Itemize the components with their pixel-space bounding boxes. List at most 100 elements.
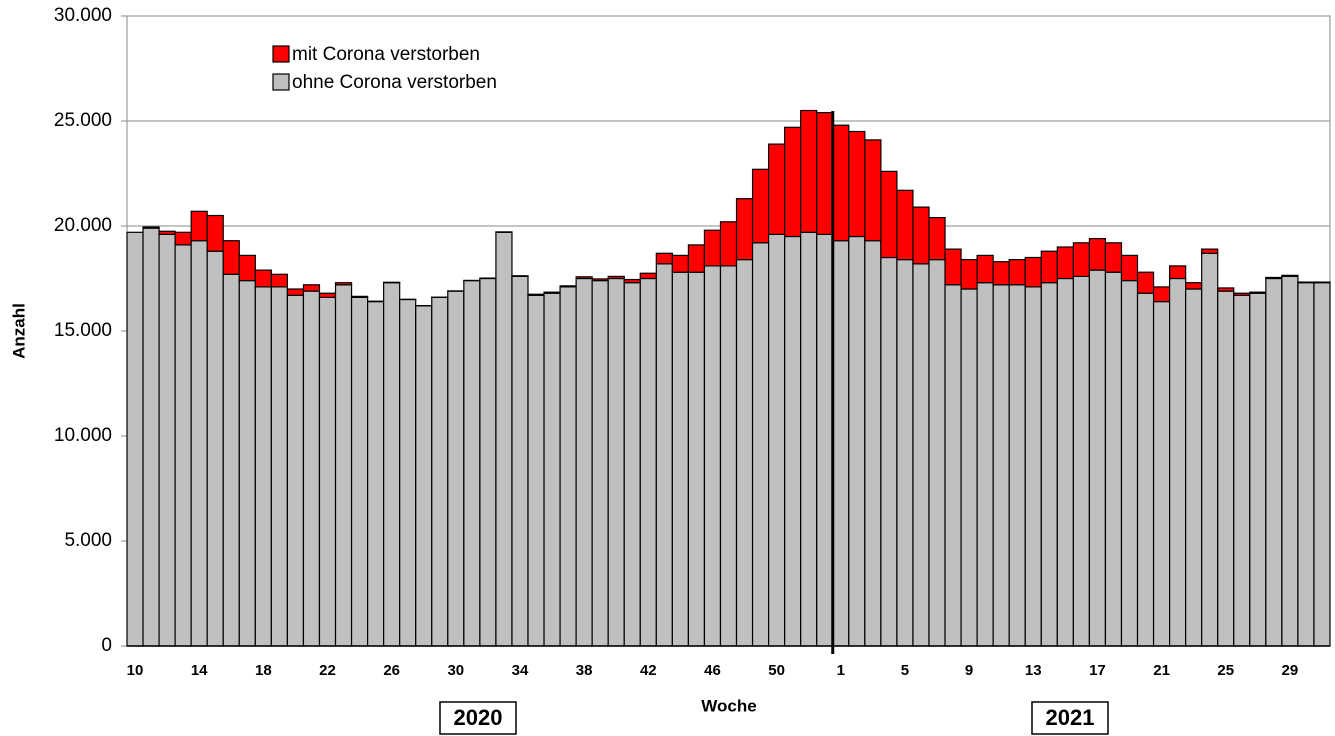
bar: [1056, 246, 1074, 280]
year-box: [1031, 701, 1109, 735]
bar: [976, 254, 994, 284]
bar: [832, 124, 850, 242]
bar: [1088, 269, 1107, 647]
bar: [1249, 292, 1267, 647]
bar: [1024, 256, 1042, 288]
y-axis-label: Anzahl: [9, 303, 28, 359]
x-tick-label: 29: [1282, 662, 1299, 679]
y-tick-label: 25.000: [54, 110, 112, 131]
bar: [575, 277, 593, 647]
bar: [864, 139, 882, 242]
y-tick-label: 15.000: [54, 320, 112, 341]
bar: [639, 277, 657, 647]
bar: [912, 206, 930, 265]
bar: [816, 233, 834, 647]
bar: [511, 275, 529, 277]
bar: [928, 259, 946, 647]
bar: [848, 130, 866, 238]
bar: [703, 229, 722, 267]
bar: [976, 282, 994, 647]
bar: [1152, 286, 1171, 303]
bar: [1201, 248, 1219, 254]
bar: [607, 277, 625, 647]
x-tick-label: 46: [704, 662, 721, 679]
x-tick-label: 22: [319, 662, 336, 679]
bar: [575, 276, 593, 280]
bar: [286, 294, 305, 647]
legend-label: ohne Corona verstorben: [292, 72, 497, 93]
bar: [687, 244, 706, 273]
x-tick-label: 25: [1217, 662, 1234, 679]
bar: [719, 221, 738, 267]
bar: [238, 280, 256, 647]
bar: [607, 275, 625, 280]
bar: [816, 111, 834, 236]
bar: [1297, 281, 1315, 284]
x-axis-label: Woche: [701, 696, 756, 715]
bar: [190, 240, 208, 647]
bar: [1120, 254, 1139, 282]
bar: [1265, 277, 1283, 647]
bar: [1104, 271, 1123, 647]
bar: [591, 278, 609, 282]
bar: [767, 143, 786, 236]
bar: [880, 256, 898, 647]
bar: [1201, 252, 1219, 647]
bar: [318, 292, 337, 299]
bar: [559, 286, 577, 647]
x-tick-label: 1: [837, 662, 845, 679]
bar: [784, 235, 802, 647]
bar: [639, 272, 657, 280]
bar: [1104, 242, 1123, 273]
bar: [174, 231, 192, 246]
year-label: 2021: [1046, 705, 1095, 730]
bar: [767, 233, 786, 647]
bar: [1040, 250, 1058, 284]
x-tick-label: 50: [768, 662, 785, 679]
bar: [1233, 294, 1251, 647]
x-tick-label: 30: [447, 662, 464, 679]
bar: [399, 298, 417, 647]
bar: [142, 227, 160, 647]
bar: [142, 226, 160, 229]
bar: [655, 252, 673, 265]
year-box: [439, 701, 517, 735]
bar: [1217, 287, 1235, 292]
bar: [928, 217, 946, 261]
y-tick-label: 0: [101, 635, 112, 656]
legend-swatch: [272, 45, 290, 63]
bar: [655, 263, 673, 647]
bar: [751, 168, 770, 244]
bar: [751, 242, 770, 647]
bar: [254, 269, 272, 288]
bar: [1056, 277, 1074, 647]
y-tick-label: 10.000: [54, 425, 112, 446]
bar: [286, 288, 305, 296]
bar: [671, 254, 689, 273]
bar: [543, 292, 561, 647]
bar: [800, 109, 818, 233]
x-tick-label: 17: [1089, 662, 1106, 679]
bar: [1297, 282, 1315, 647]
y-tick-label: 20.000: [54, 215, 112, 236]
bar: [1008, 259, 1026, 286]
bar: [158, 230, 176, 236]
bar: [1120, 280, 1139, 647]
bar: [543, 291, 561, 294]
bar: [350, 296, 369, 647]
bar: [1152, 301, 1171, 647]
bar: [1088, 238, 1107, 271]
bar: [1136, 271, 1155, 294]
bar: [896, 189, 914, 261]
bar: [463, 280, 481, 647]
bar: [559, 285, 577, 288]
bar: [671, 271, 689, 647]
bar: [1265, 276, 1283, 280]
bar: [832, 240, 850, 647]
bar: [1072, 275, 1090, 647]
bar: [527, 293, 545, 296]
bar: [735, 259, 754, 647]
bar: [896, 259, 914, 647]
bar: [687, 271, 706, 647]
x-tick-label: 42: [640, 662, 657, 679]
